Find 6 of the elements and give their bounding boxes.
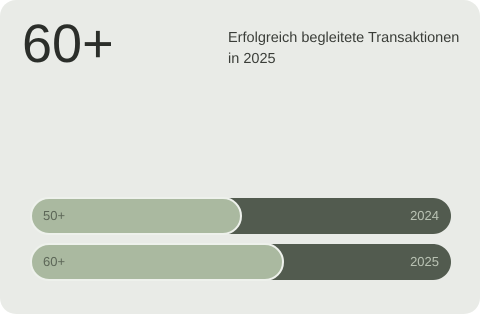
y-tick-label: 2025: [410, 254, 439, 269]
data-label: 50+: [43, 208, 66, 223]
y-tick-label: 2024: [410, 208, 439, 223]
chart-title: 60+: [22, 14, 114, 74]
data-label: 60+: [43, 254, 66, 269]
chart-subtitle: Erfolgreich begleitete Transaktionen in 2025: [228, 29, 460, 69]
